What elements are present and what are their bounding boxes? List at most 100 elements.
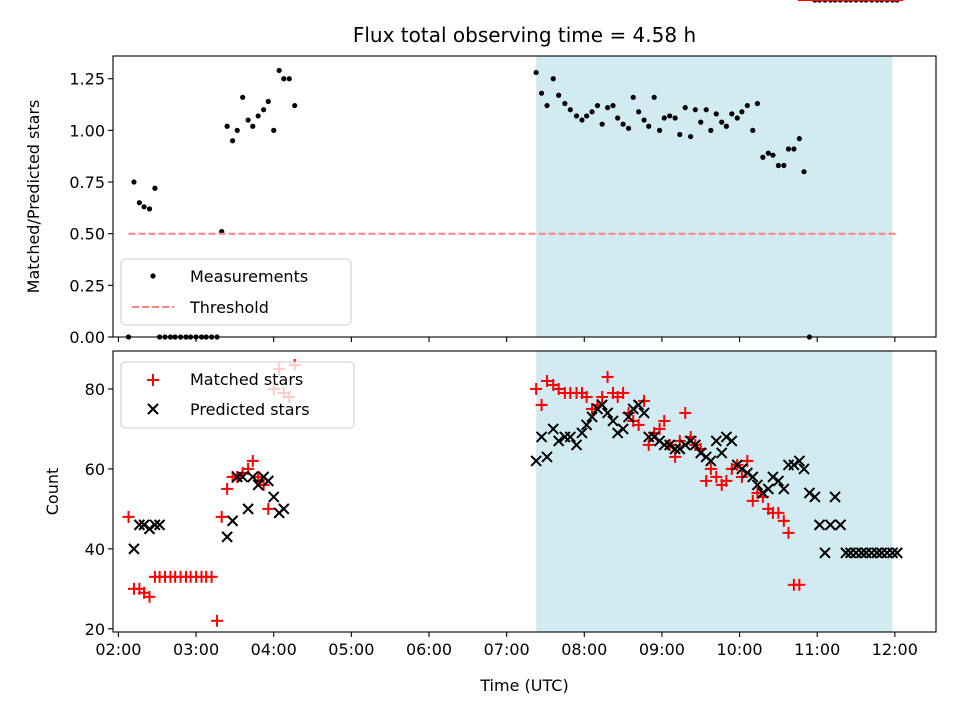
measurements-point xyxy=(729,111,735,117)
predicted-stars-point xyxy=(576,427,588,439)
predicted-stars-point xyxy=(138,519,150,531)
predicted-stars-point xyxy=(149,519,161,531)
legend-measurements-marker xyxy=(150,273,156,279)
x-tick-label: 11:00 xyxy=(794,640,840,659)
observing-span xyxy=(536,56,893,337)
y-tick-label: 60 xyxy=(85,460,105,479)
predicted-stars-point xyxy=(720,431,733,443)
measurements-point xyxy=(589,109,595,115)
measurements-point xyxy=(141,204,147,210)
matched-stars-point xyxy=(658,414,671,427)
predicted-stars-point xyxy=(840,547,852,559)
matched-stars-point xyxy=(746,494,759,507)
matched-stars-point xyxy=(720,474,733,487)
matched-stars-point xyxy=(679,406,692,419)
matched-stars-point xyxy=(735,470,748,483)
predicted-stars-point xyxy=(143,523,156,535)
legend-matched-marker xyxy=(147,374,159,386)
measurements-point xyxy=(562,100,568,107)
matched-stars-point xyxy=(642,438,655,451)
measurements-point xyxy=(610,102,616,109)
measurements-point xyxy=(131,179,137,185)
measurements-point xyxy=(281,76,287,82)
predicted-stars-point xyxy=(648,431,660,443)
predicted-stars-point xyxy=(855,547,868,559)
predicted-stars-point xyxy=(128,543,140,555)
measurements-point xyxy=(286,76,292,82)
predicted-stars-point xyxy=(638,407,650,419)
measurements-point xyxy=(579,117,585,123)
x-tick-label: 03:00 xyxy=(173,640,219,659)
measurements-point xyxy=(567,107,573,113)
matched-stars-point xyxy=(710,470,723,483)
count-legend: Matched stars Predicted stars xyxy=(120,361,355,429)
matched-stars-point xyxy=(215,510,228,523)
predicted-stars-point xyxy=(547,423,559,435)
matched-stars-point xyxy=(741,454,754,467)
measurements-point xyxy=(750,127,756,133)
predicted-stars-point xyxy=(778,483,790,495)
ratio-panel-frame xyxy=(112,55,937,338)
measurements-point xyxy=(760,154,766,160)
predicted-stars-point xyxy=(726,435,738,447)
predicted-stars-point xyxy=(674,443,686,455)
measurements-point xyxy=(599,121,605,127)
matched-stars-point xyxy=(653,422,666,435)
predicted-stars-point xyxy=(819,547,831,559)
measurements-point xyxy=(775,162,781,169)
y-tick-label: 0.50 xyxy=(69,225,105,244)
measurements-point xyxy=(754,100,761,107)
measurements-point xyxy=(739,109,745,115)
predicted-stars-point xyxy=(716,447,728,459)
predicted-stars-point xyxy=(757,487,769,499)
predicted-stars-point xyxy=(813,519,826,531)
measurements-point xyxy=(229,138,236,144)
y-tick-label: 0.00 xyxy=(69,328,105,347)
predicted-stars-point xyxy=(705,455,717,467)
measurements-point xyxy=(584,113,590,119)
predicted-stars-point xyxy=(601,407,614,419)
legend-measurements-label: Measurements xyxy=(190,267,308,286)
predicted-stars-point xyxy=(793,455,806,467)
measurements-point xyxy=(656,127,663,133)
predicted-stars-point xyxy=(679,439,691,451)
measurements-point xyxy=(250,123,256,129)
predicted-stars-point xyxy=(710,435,722,447)
legend-threshold-label: Threshold xyxy=(189,298,269,317)
measurements-point xyxy=(734,115,740,121)
measurements-point xyxy=(703,107,709,113)
predicted-stars-point xyxy=(669,443,681,455)
predicted-stars-point xyxy=(632,399,645,411)
measurements-point xyxy=(265,98,271,105)
count-panel: 20 40 60 80 02:00 03:00 04:00 05:00 06:00 07:00 08… xyxy=(43,0,937,695)
matched-stars-point xyxy=(143,590,156,603)
predicted-stars-point xyxy=(607,415,619,427)
predicted-stars-point xyxy=(736,463,748,475)
measurements-point xyxy=(692,107,698,113)
predicted-stars-point xyxy=(617,423,629,435)
measurements-point xyxy=(688,133,694,140)
measurements-point xyxy=(672,115,678,121)
predicted-stars-point xyxy=(221,531,233,543)
count-legend-box xyxy=(120,361,355,429)
measurements-point xyxy=(796,136,802,142)
count-panel-ylabel: Count xyxy=(43,468,62,516)
measurements-point xyxy=(682,105,688,111)
x-tick-label: 12:00 xyxy=(872,640,918,659)
measurements-point xyxy=(240,94,246,100)
matched-stars-point xyxy=(638,394,651,407)
matched-stars-point xyxy=(535,398,548,411)
measurements-point xyxy=(620,121,626,127)
predicted-stars-point xyxy=(541,451,553,463)
measurements-point xyxy=(677,131,683,138)
measurements-point xyxy=(573,113,580,119)
matched-stars-point xyxy=(262,502,275,515)
matched-stars-point xyxy=(205,570,218,583)
predicted-stars-point xyxy=(153,519,166,531)
measurements-point xyxy=(646,123,652,129)
measurements-point xyxy=(791,146,797,152)
x-tick-label: 06:00 xyxy=(406,640,452,659)
predicted-stars-point xyxy=(242,503,254,515)
measurements-point xyxy=(234,127,240,133)
ratio-panel: 0.00 0.25 0.50 0.75 1.00 1.25 Matched/Predict… xyxy=(24,0,937,347)
